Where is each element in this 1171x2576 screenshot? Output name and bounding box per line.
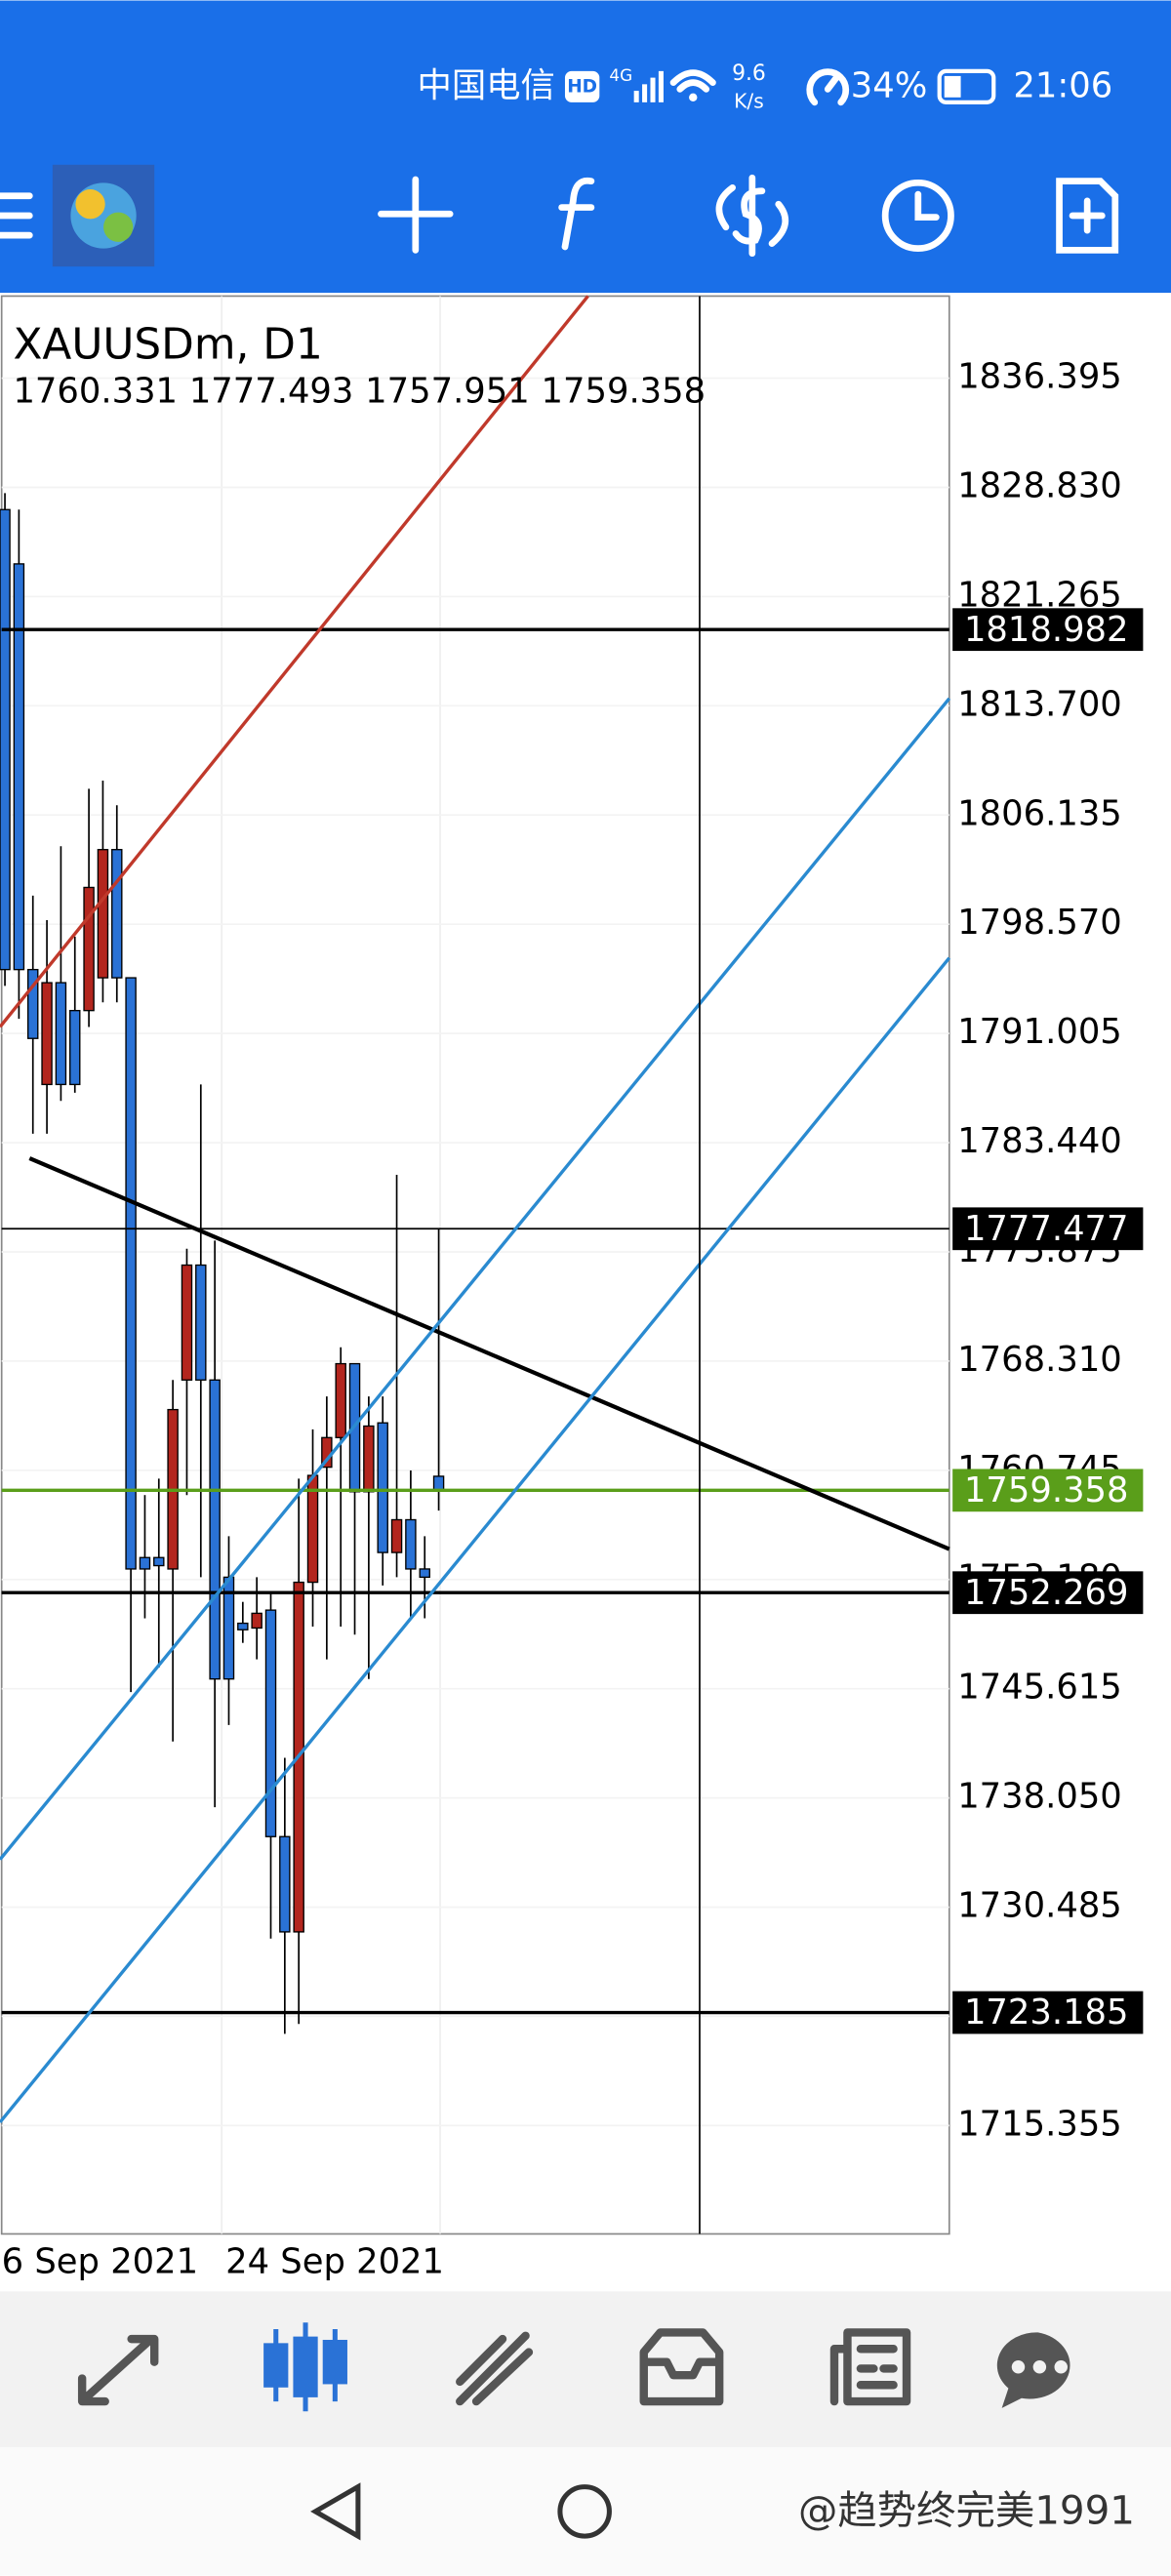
y-tick-label: 1828.830 bbox=[957, 465, 1122, 505]
price-level-label: 1777.477 bbox=[964, 1209, 1129, 1249]
candle-body bbox=[97, 849, 109, 979]
candle-body bbox=[264, 1609, 277, 1837]
price-level-label: 1818.982 bbox=[964, 610, 1129, 650]
chart-title: XAUUSDm, D1 bbox=[13, 320, 322, 370]
signal-icon bbox=[633, 70, 664, 102]
power-mode-icon bbox=[806, 68, 850, 106]
candle-body bbox=[251, 1612, 262, 1630]
candle-body bbox=[13, 563, 25, 971]
y-tick-label: 1745.615 bbox=[957, 1668, 1122, 1708]
net-speed: 9.6 bbox=[732, 61, 766, 86]
y-tick-label: 1715.355 bbox=[957, 2104, 1122, 2144]
chat-tab[interactable] bbox=[996, 2332, 1070, 2408]
trade-tab[interactable] bbox=[456, 2331, 534, 2406]
quotes-tab[interactable] bbox=[77, 2334, 159, 2406]
candle-body bbox=[0, 508, 11, 971]
history-tab[interactable] bbox=[639, 2328, 724, 2406]
candle-body bbox=[55, 982, 67, 1086]
wifi-dot bbox=[689, 93, 698, 102]
y-tick-label: 1806.135 bbox=[957, 793, 1122, 833]
chart-tab[interactable] bbox=[263, 2322, 347, 2412]
price-level-box bbox=[952, 608, 1144, 652]
candle-body bbox=[69, 1009, 81, 1086]
candle-body bbox=[27, 968, 39, 1039]
candle-body bbox=[279, 1835, 291, 1933]
app-logo[interactable] bbox=[52, 164, 155, 267]
ohlc-value: 1777.493 bbox=[189, 372, 354, 412]
candle-body bbox=[390, 1518, 403, 1553]
trend-line[interactable] bbox=[28, 1156, 950, 1551]
y-tick-label: 1813.700 bbox=[957, 684, 1122, 724]
ohlc-value: 1760.331 bbox=[13, 372, 178, 412]
tab-bar bbox=[0, 2291, 1171, 2448]
y-tick-label: 1738.050 bbox=[957, 1777, 1122, 1817]
price-level-box bbox=[952, 1991, 1144, 2034]
candle-body bbox=[83, 886, 95, 1012]
timeframe-tool[interactable] bbox=[881, 179, 954, 253]
crosshair-tool[interactable] bbox=[378, 176, 454, 254]
price-level-box bbox=[952, 1207, 1144, 1251]
net-speed-unit: K/s bbox=[734, 89, 764, 112]
battery-level bbox=[944, 75, 961, 98]
candle-body bbox=[41, 982, 53, 1086]
trend-line[interactable] bbox=[0, 295, 589, 1028]
price-level-box bbox=[952, 1469, 1144, 1512]
candle-body bbox=[377, 1422, 388, 1553]
price-level-label: 1759.358 bbox=[964, 1470, 1129, 1510]
back-button[interactable] bbox=[310, 2482, 361, 2541]
watermark: @趋势终完美1991 bbox=[798, 2488, 1135, 2534]
candle-body bbox=[432, 1475, 445, 1492]
header-background bbox=[0, 0, 1171, 294]
battery-percent: 34% bbox=[851, 66, 928, 106]
indicators-tool[interactable] bbox=[558, 177, 595, 251]
candle-body bbox=[335, 1362, 346, 1438]
channel-line[interactable] bbox=[0, 956, 951, 2124]
ohlc-line: 1760.331 1777.493 1757.951 1759.358 bbox=[13, 372, 706, 412]
objects-tool[interactable] bbox=[1056, 178, 1119, 254]
candle-body bbox=[209, 1379, 221, 1680]
candle-body bbox=[363, 1425, 375, 1493]
ohlc-value: 1759.358 bbox=[542, 372, 707, 412]
y-tick-label: 1783.440 bbox=[957, 1121, 1122, 1161]
ohlc-value: 1757.951 bbox=[365, 372, 530, 412]
y-tick-label: 1836.395 bbox=[957, 357, 1122, 397]
news-tab[interactable] bbox=[829, 2328, 911, 2406]
x-tick-label: 24 Sep 2021 bbox=[225, 2242, 444, 2282]
wifi-icon bbox=[669, 69, 716, 93]
chart-area[interactable] bbox=[0, 295, 950, 2235]
nav-bar bbox=[0, 2447, 1171, 2576]
clock: 21:06 bbox=[1013, 66, 1112, 106]
candle-body bbox=[237, 1622, 249, 1630]
hd-label: HD bbox=[567, 77, 597, 98]
trade-tool[interactable] bbox=[715, 174, 789, 258]
y-tick-label: 1798.570 bbox=[957, 903, 1122, 943]
price-level-box bbox=[952, 1571, 1144, 1615]
candle-body bbox=[419, 1568, 430, 1579]
y-tick-label: 1730.485 bbox=[957, 1886, 1122, 1926]
candle-body bbox=[111, 849, 123, 979]
y-tick-label: 1791.005 bbox=[957, 1012, 1122, 1052]
grid bbox=[1, 296, 949, 2234]
y-tick-label: 1768.310 bbox=[957, 1340, 1122, 1380]
price-level-label: 1723.185 bbox=[964, 1992, 1129, 2033]
hd-badge bbox=[564, 70, 600, 102]
candle-body bbox=[405, 1518, 417, 1570]
battery-icon bbox=[937, 68, 996, 104]
carrier: 中国电信 bbox=[417, 66, 554, 106]
price-level-label: 1752.269 bbox=[964, 1573, 1129, 1613]
menu-button[interactable] bbox=[0, 192, 33, 239]
candle-body bbox=[195, 1264, 207, 1381]
candle-body bbox=[181, 1264, 193, 1381]
x-tick-label: 6 Sep 2021 bbox=[2, 2242, 198, 2282]
plot bbox=[0, 493, 949, 2034]
network: 4G bbox=[609, 65, 632, 85]
candle-body bbox=[153, 1556, 165, 1567]
candle-body bbox=[125, 977, 137, 1570]
channel-line[interactable] bbox=[0, 697, 951, 1861]
candle-body bbox=[139, 1556, 151, 1570]
home-button[interactable] bbox=[557, 2484, 612, 2539]
